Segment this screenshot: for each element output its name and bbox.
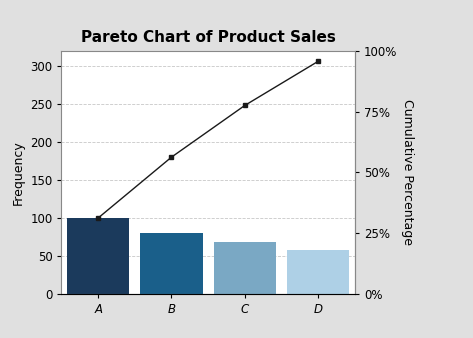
Title: Pareto Chart of Product Sales: Pareto Chart of Product Sales xyxy=(81,30,335,45)
Bar xyxy=(67,218,129,294)
Y-axis label: Frequency: Frequency xyxy=(12,140,25,205)
Y-axis label: Cumulative Percentage: Cumulative Percentage xyxy=(401,99,414,245)
Bar xyxy=(140,233,202,294)
Bar xyxy=(214,242,276,294)
Bar xyxy=(287,250,349,294)
